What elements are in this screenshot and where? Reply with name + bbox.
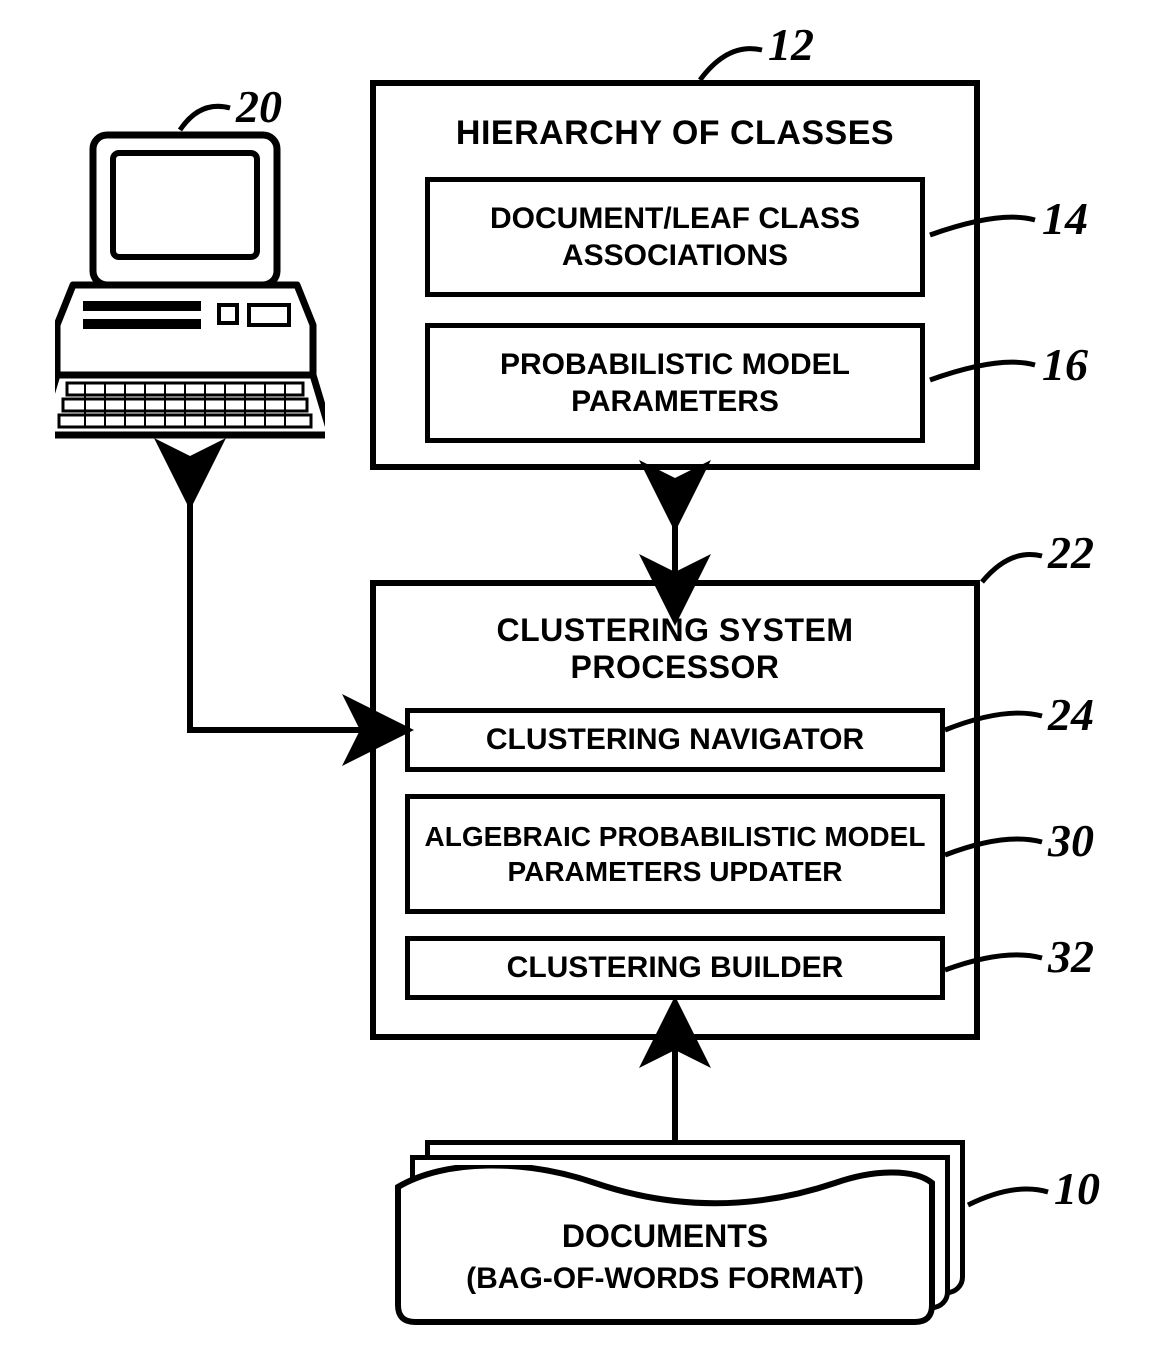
ref-doc-leaf: 14	[1042, 192, 1088, 245]
processor-box: CLUSTERING SYSTEM PROCESSOR CLUSTERING N…	[370, 580, 980, 1040]
doc-leaf-box: DOCUMENT/LEAF CLASS ASSOCIATIONS	[425, 177, 925, 297]
ref-processor: 22	[1048, 526, 1094, 579]
ref-navigator: 24	[1048, 688, 1094, 741]
processor-title: CLUSTERING SYSTEM PROCESSOR	[402, 612, 948, 686]
builder-box: CLUSTERING BUILDER	[405, 936, 945, 1000]
computer-icon	[55, 125, 325, 445]
navigator-label: CLUSTERING NAVIGATOR	[486, 723, 864, 757]
ref-documents: 10	[1054, 1162, 1100, 1215]
doc-page-front: DOCUMENTS (BAG-OF-WORDS FORMAT)	[395, 1170, 935, 1325]
documents-stack: DOCUMENTS (BAG-OF-WORDS FORMAT)	[395, 1140, 980, 1335]
hierarchy-box: HIERARCHY OF CLASSES DOCUMENT/LEAF CLASS…	[370, 80, 980, 470]
hierarchy-title: HIERARCHY OF CLASSES	[456, 114, 894, 153]
ref-hierarchy: 12	[768, 18, 814, 71]
builder-label: CLUSTERING BUILDER	[507, 951, 844, 985]
updater-label: ALGEBRAIC PROBABILISTIC MODEL PARAMETERS…	[418, 819, 932, 889]
updater-box: ALGEBRAIC PROBABILISTIC MODEL PARAMETERS…	[405, 794, 945, 914]
doc-leaf-label: DOCUMENT/LEAF CLASS ASSOCIATIONS	[440, 200, 910, 275]
documents-label-1: DOCUMENTS	[395, 1218, 935, 1255]
documents-label-2: (BAG-OF-WORDS FORMAT)	[395, 1262, 935, 1296]
ref-updater: 30	[1048, 814, 1094, 867]
prob-params-box: PROBABILISTIC MODEL PARAMETERS	[425, 323, 925, 443]
ref-builder: 32	[1048, 930, 1094, 983]
navigator-box: CLUSTERING NAVIGATOR	[405, 708, 945, 772]
ref-computer: 20	[236, 80, 282, 133]
ref-prob-params: 16	[1042, 338, 1088, 391]
prob-params-label: PROBABILISTIC MODEL PARAMETERS	[440, 346, 910, 421]
